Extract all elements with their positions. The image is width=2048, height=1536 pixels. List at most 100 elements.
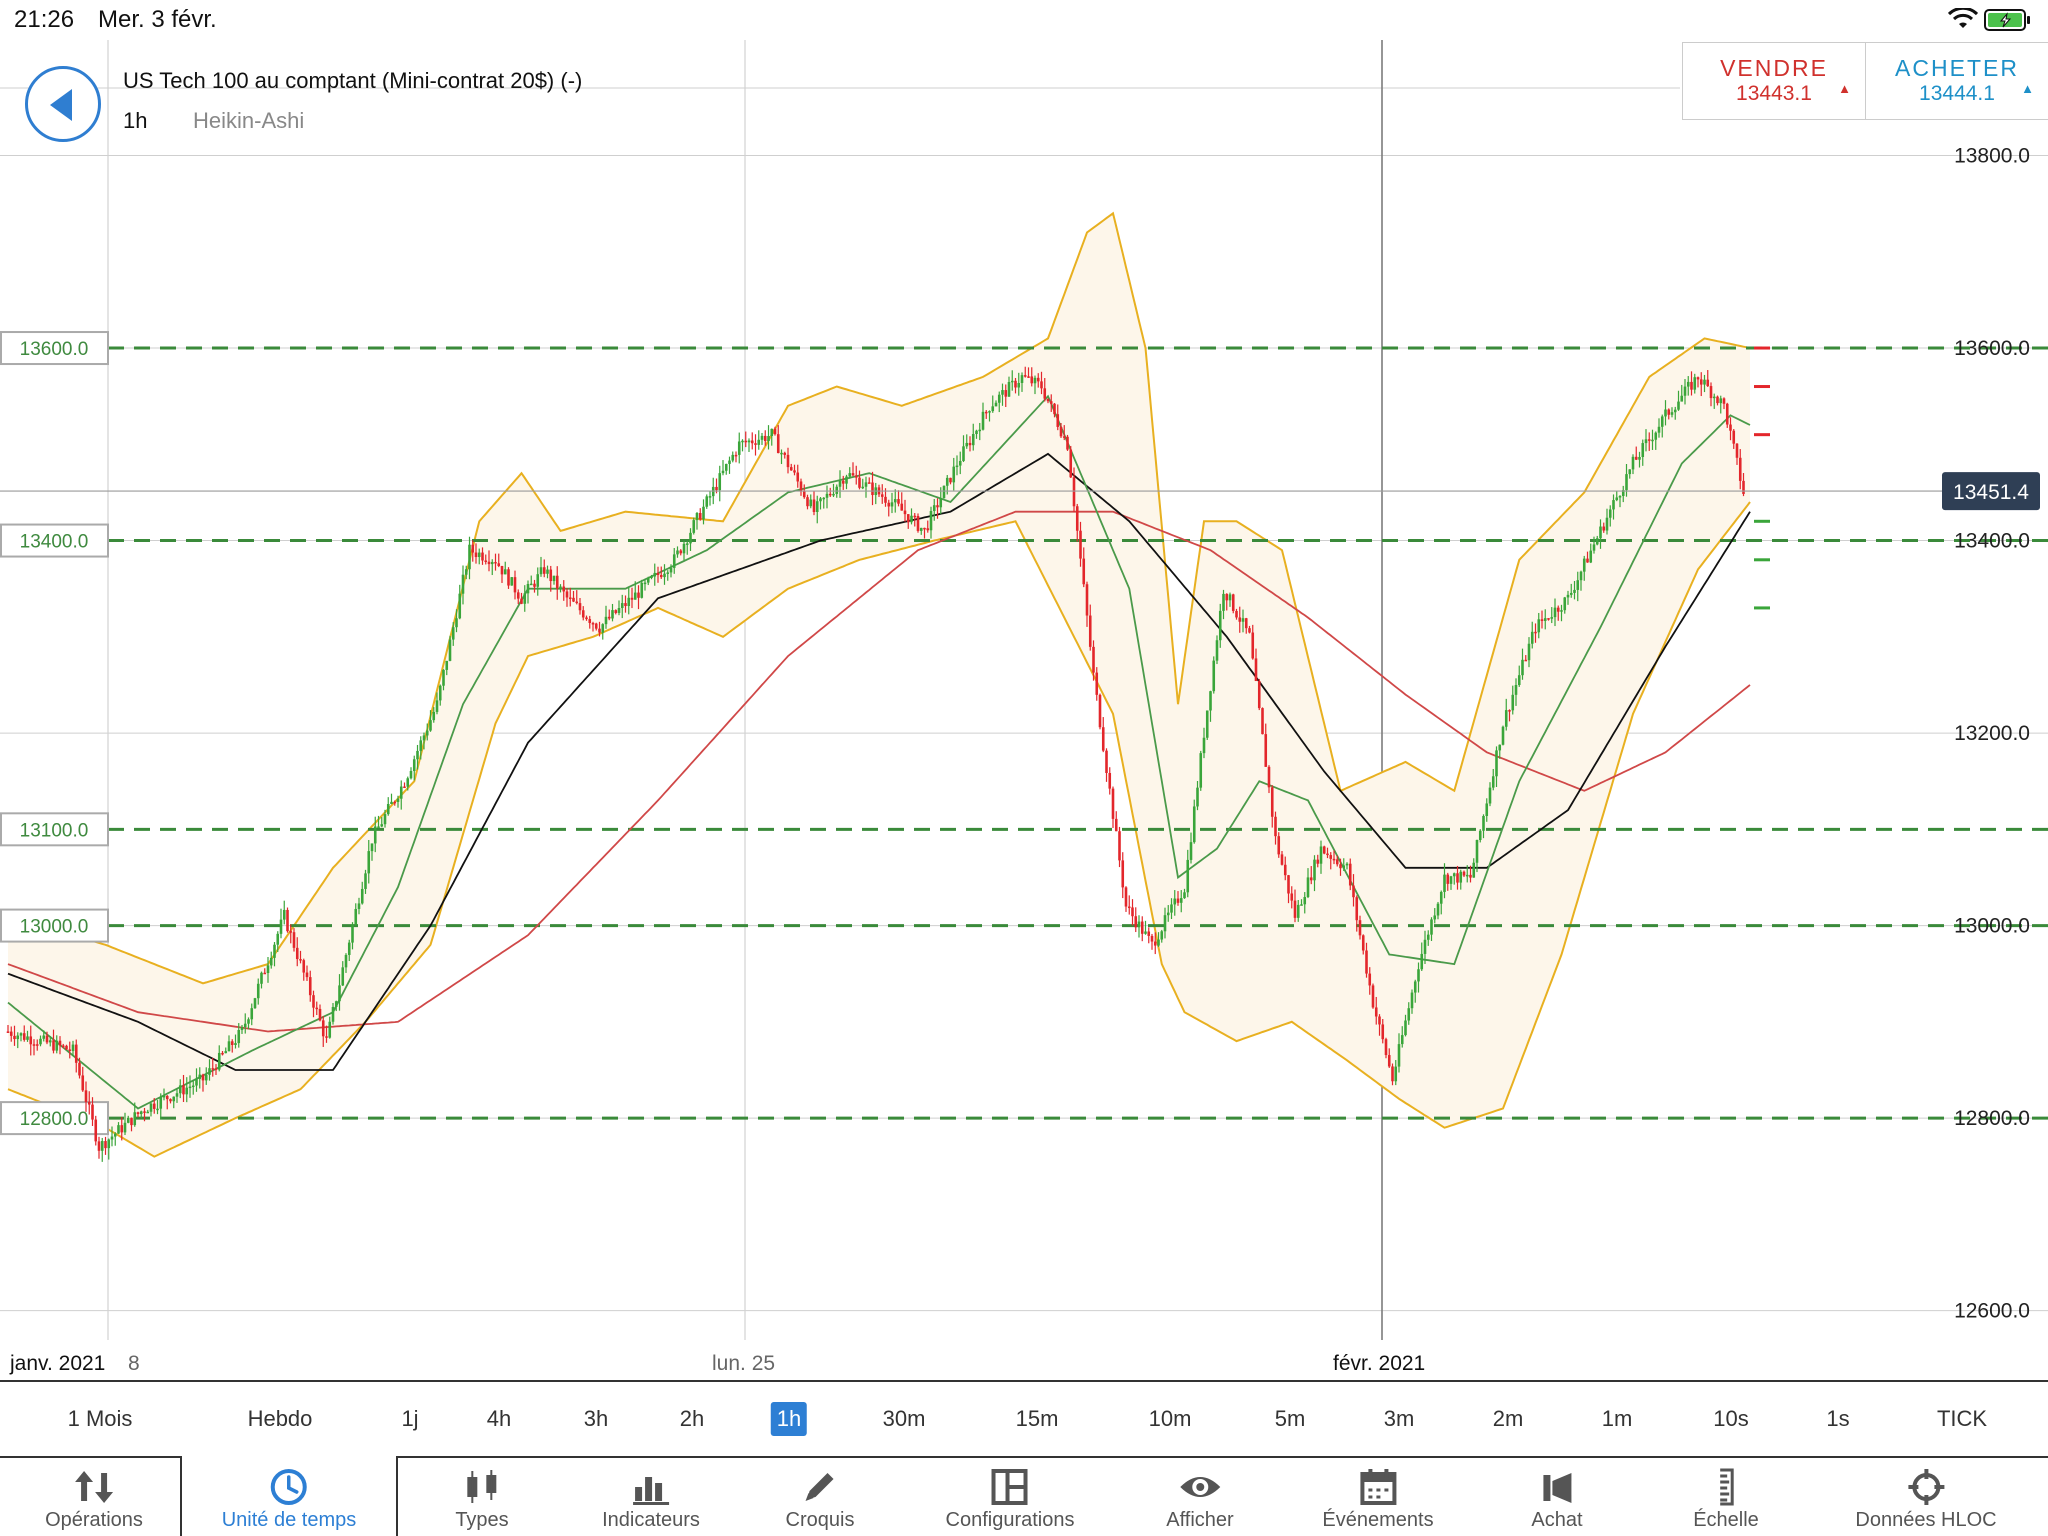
tf-1s[interactable]: 1s <box>1826 1406 1850 1431</box>
candle-body <box>591 622 595 625</box>
tf-10m[interactable]: 10m <box>1148 1406 1192 1431</box>
tf-1j[interactable]: 1j <box>401 1406 419 1431</box>
candle-body <box>897 499 900 504</box>
candle-body <box>393 801 397 804</box>
candle-body <box>633 592 637 600</box>
candle-body <box>968 442 972 446</box>
tool-indicators[interactable]: Indicateurs <box>602 1457 700 1536</box>
current-price-badge <box>1942 472 2040 511</box>
tf-1h[interactable]: 1h <box>770 1402 808 1436</box>
candle-body <box>1482 815 1485 831</box>
tf-3m[interactable]: 3m <box>1383 1406 1415 1431</box>
candle-body <box>331 1006 335 1022</box>
candle-body <box>380 824 384 827</box>
price-axis: 13800.0 13600.0 13400.0 13200.0 13000.0 12800… <box>0 145 2040 1323</box>
candle-body <box>702 506 705 520</box>
tool-configurations[interactable]: Configurations <box>946 1457 1074 1536</box>
candle-body <box>1443 874 1446 892</box>
tool-operations[interactable]: Opérations <box>45 1457 143 1536</box>
candle-body <box>611 610 614 619</box>
back-button[interactable] <box>25 66 101 142</box>
candle-body <box>750 440 754 444</box>
candle-body <box>474 552 478 558</box>
candle-body <box>279 919 283 934</box>
tf-2h[interactable]: 2h <box>679 1406 705 1431</box>
candle-body <box>1374 1007 1378 1017</box>
tool-timeframe[interactable]: Unité de temps <box>222 1457 356 1536</box>
candle-body <box>1729 424 1732 431</box>
candle-body <box>1277 836 1281 855</box>
candle-body <box>35 1044 39 1046</box>
tool-events[interactable]: Événements <box>1322 1457 1434 1536</box>
candle-body <box>799 481 803 492</box>
tf-2m[interactable]: 2m <box>1492 1406 1524 1431</box>
toolbar-divider-right <box>398 1456 2048 1458</box>
instrument-title: US Tech 100 au comptant (Mini-contrat 20… <box>123 68 583 93</box>
candle-body <box>1335 859 1339 865</box>
tf-4h[interactable]: 4h <box>486 1406 512 1431</box>
candle-body <box>1478 830 1482 840</box>
candle-body <box>1004 390 1008 397</box>
candle-body <box>1144 931 1147 934</box>
candle-body <box>1303 897 1307 905</box>
candle-body <box>858 477 861 488</box>
moving-averages <box>7 394 1751 1110</box>
candle-body <box>1618 496 1622 498</box>
candle-body <box>672 554 676 568</box>
candle-body <box>1023 375 1027 377</box>
candle-body <box>481 552 484 561</box>
tool-scale[interactable]: Échelle <box>1693 1457 1759 1536</box>
tf-3h[interactable]: 3h <box>583 1406 609 1431</box>
candle-body <box>614 610 618 613</box>
candle-body <box>1514 685 1518 695</box>
tf-hebdo[interactable]: Hebdo <box>247 1406 313 1431</box>
candle-body <box>503 569 507 575</box>
candle-body <box>819 498 822 502</box>
tf-15m[interactable]: 15m <box>1015 1406 1059 1431</box>
tf-30m[interactable]: 30m <box>882 1406 926 1431</box>
candle-body <box>1680 395 1684 402</box>
candle-body <box>871 482 874 496</box>
tf-tick[interactable]: TICK <box>1936 1406 1988 1431</box>
buy-button[interactable]: ACHETER 13444.1 ▲ <box>1865 43 2048 119</box>
buy-price: 13444.1 <box>1919 82 1995 105</box>
candle-body <box>1485 803 1489 816</box>
candle-body <box>887 502 891 507</box>
tool-sketch[interactable]: Croquis <box>786 1457 854 1536</box>
candle-body <box>490 561 494 565</box>
candle-body <box>48 1040 52 1043</box>
timeframe-label: 1h <box>123 108 148 133</box>
candle-body <box>422 735 426 741</box>
tf-1m[interactable]: 1m <box>1601 1406 1633 1431</box>
level-lines: 13600.0 13400.0 13100.0 13000.0 12800.0 <box>0 331 2048 1136</box>
candle-body <box>1589 550 1593 563</box>
sell-button[interactable]: VENDRE 13443.1 ▲ <box>1683 43 1865 119</box>
candle-body <box>984 411 988 414</box>
candle-body <box>1345 863 1349 866</box>
candle-body <box>793 470 796 473</box>
tf-10s[interactable]: 10s <box>1713 1406 1749 1431</box>
candle-body <box>825 493 829 498</box>
tf-1-mois[interactable]: 1 Mois <box>67 1406 133 1431</box>
tool-purchase[interactable]: Achat <box>1531 1457 1583 1536</box>
candle-body <box>549 569 553 582</box>
tool-types[interactable]: Types <box>455 1457 509 1536</box>
candle-body <box>1553 607 1557 618</box>
tool-hloc[interactable]: Données HLOC <box>1855 1457 1997 1536</box>
tool-display[interactable]: Afficher <box>1166 1457 1234 1536</box>
price-chart[interactable]: 13600.0 13400.0 13100.0 13000.0 12800.0 1380… <box>0 40 2048 1380</box>
candle-body <box>1192 806 1196 843</box>
candle-body <box>188 1086 192 1089</box>
candle-body <box>1586 558 1589 563</box>
candle-body <box>1365 950 1368 974</box>
candle-body <box>39 1038 42 1045</box>
candle-body <box>932 505 936 511</box>
candle-body <box>978 429 982 432</box>
candle-body <box>1082 558 1086 585</box>
tf-5m[interactable]: 5m <box>1274 1406 1306 1431</box>
candle-body <box>1300 904 1303 906</box>
candle-body <box>981 411 985 430</box>
candle-body <box>1179 898 1183 903</box>
candle-body <box>913 515 917 518</box>
candle-body <box>234 1043 237 1045</box>
